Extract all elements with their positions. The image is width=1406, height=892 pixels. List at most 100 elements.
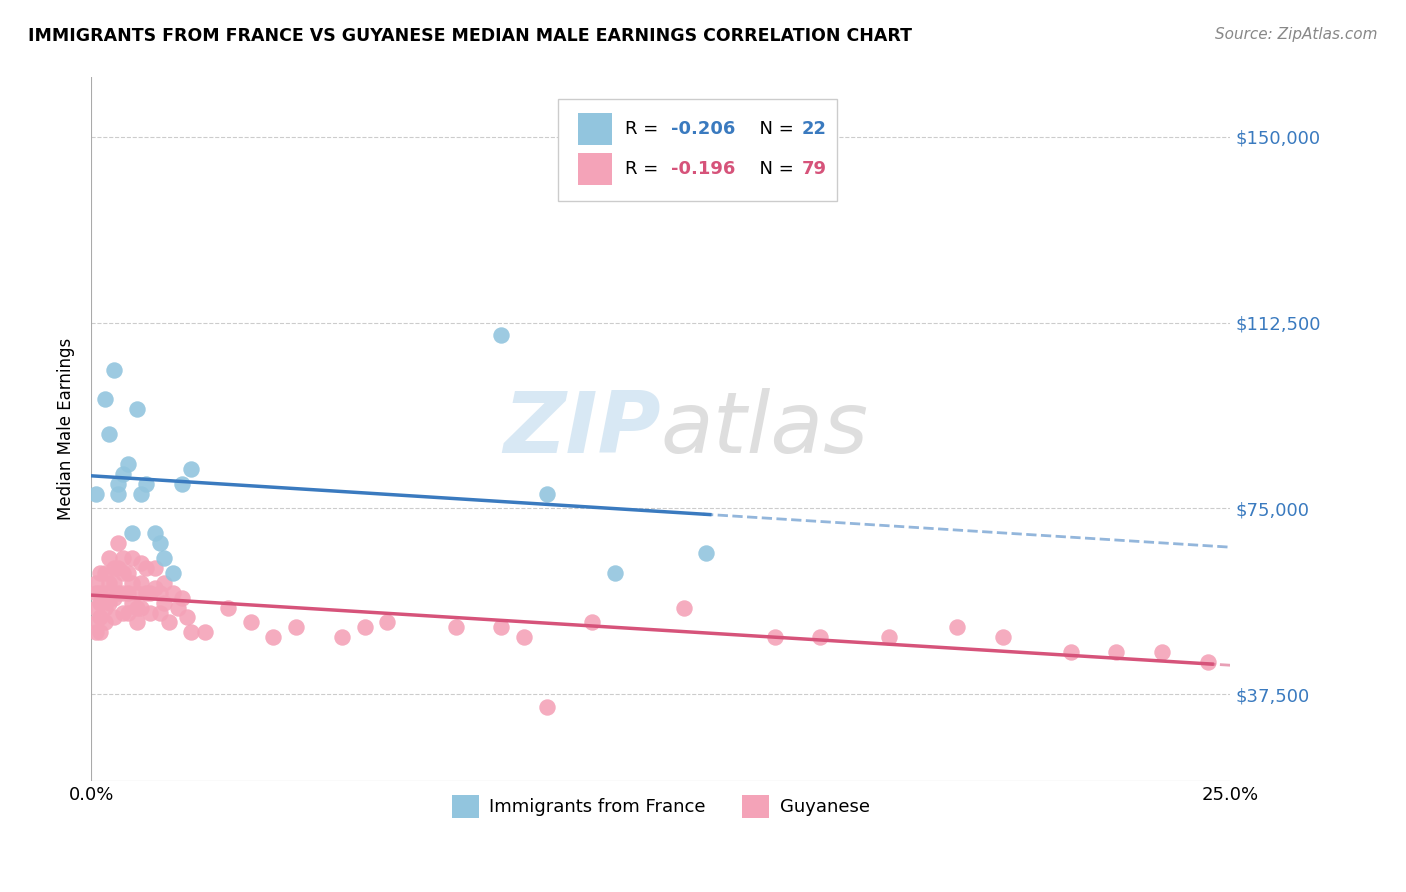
Point — [143, 526, 166, 541]
Text: N =: N = — [748, 120, 800, 137]
Point — [153, 551, 176, 566]
Point — [513, 630, 536, 644]
Point — [157, 615, 180, 630]
Point — [148, 585, 170, 599]
Point — [877, 630, 900, 644]
Point — [581, 615, 603, 630]
Text: N =: N = — [748, 160, 800, 178]
Point — [84, 585, 107, 599]
Point — [129, 486, 152, 500]
Point — [121, 551, 143, 566]
Point — [103, 575, 125, 590]
Point — [94, 566, 117, 580]
Text: IMMIGRANTS FROM FRANCE VS GUYANESE MEDIAN MALE EARNINGS CORRELATION CHART: IMMIGRANTS FROM FRANCE VS GUYANESE MEDIA… — [28, 27, 912, 45]
Point — [162, 566, 184, 580]
Point — [143, 581, 166, 595]
Text: -0.196: -0.196 — [671, 160, 735, 178]
Point — [94, 585, 117, 599]
Point — [103, 610, 125, 624]
Point — [135, 585, 157, 599]
Bar — [578, 113, 612, 145]
Point — [180, 625, 202, 640]
Point — [176, 610, 198, 624]
Point — [107, 536, 129, 550]
Point — [125, 615, 148, 630]
Point — [166, 600, 188, 615]
Point — [129, 575, 152, 590]
Point — [180, 462, 202, 476]
Point — [84, 600, 107, 615]
Point — [375, 615, 398, 630]
Point — [121, 526, 143, 541]
Point — [107, 561, 129, 575]
Point — [103, 561, 125, 575]
Point — [695, 546, 717, 560]
Text: Source: ZipAtlas.com: Source: ZipAtlas.com — [1215, 27, 1378, 42]
Point — [139, 606, 162, 620]
Point — [112, 551, 135, 566]
Bar — [578, 153, 612, 185]
Text: R =: R = — [626, 120, 665, 137]
Point — [672, 600, 695, 615]
Point — [117, 457, 139, 471]
Point — [98, 551, 121, 566]
Point — [605, 566, 627, 580]
Point — [135, 561, 157, 575]
Point — [153, 596, 176, 610]
Point — [98, 427, 121, 442]
Point — [112, 467, 135, 481]
Legend: Immigrants from France, Guyanese: Immigrants from France, Guyanese — [444, 789, 877, 825]
Point — [217, 600, 239, 615]
Point — [148, 606, 170, 620]
Point — [103, 363, 125, 377]
Point — [763, 630, 786, 644]
Point — [194, 625, 217, 640]
Point — [107, 585, 129, 599]
Text: R =: R = — [626, 160, 671, 178]
Point — [536, 699, 558, 714]
Point — [153, 575, 176, 590]
Text: 79: 79 — [801, 160, 827, 178]
Point — [103, 591, 125, 605]
Point — [172, 476, 194, 491]
Point — [107, 476, 129, 491]
Point — [129, 600, 152, 615]
Point — [89, 625, 111, 640]
Point — [143, 561, 166, 575]
Point — [808, 630, 831, 644]
Point — [1150, 645, 1173, 659]
Point — [262, 630, 284, 644]
Point — [121, 575, 143, 590]
Point — [125, 585, 148, 599]
Point — [84, 625, 107, 640]
Point — [89, 585, 111, 599]
Point — [98, 596, 121, 610]
Point — [135, 476, 157, 491]
Point — [112, 585, 135, 599]
Point — [330, 630, 353, 644]
Point — [84, 575, 107, 590]
Point — [117, 566, 139, 580]
Point — [444, 620, 467, 634]
Point — [84, 486, 107, 500]
Point — [84, 615, 107, 630]
Point — [1060, 645, 1083, 659]
FancyBboxPatch shape — [558, 98, 838, 201]
Point — [112, 606, 135, 620]
Point — [491, 620, 513, 634]
Point — [125, 600, 148, 615]
Text: -0.206: -0.206 — [671, 120, 735, 137]
Text: ZIP: ZIP — [503, 388, 661, 471]
Point — [491, 328, 513, 343]
Point — [1105, 645, 1128, 659]
Point — [117, 606, 139, 620]
Point — [148, 536, 170, 550]
Point — [98, 575, 121, 590]
Point — [121, 596, 143, 610]
Point — [353, 620, 375, 634]
Point — [89, 596, 111, 610]
Point — [536, 486, 558, 500]
Point — [117, 585, 139, 599]
Point — [94, 600, 117, 615]
Point — [239, 615, 262, 630]
